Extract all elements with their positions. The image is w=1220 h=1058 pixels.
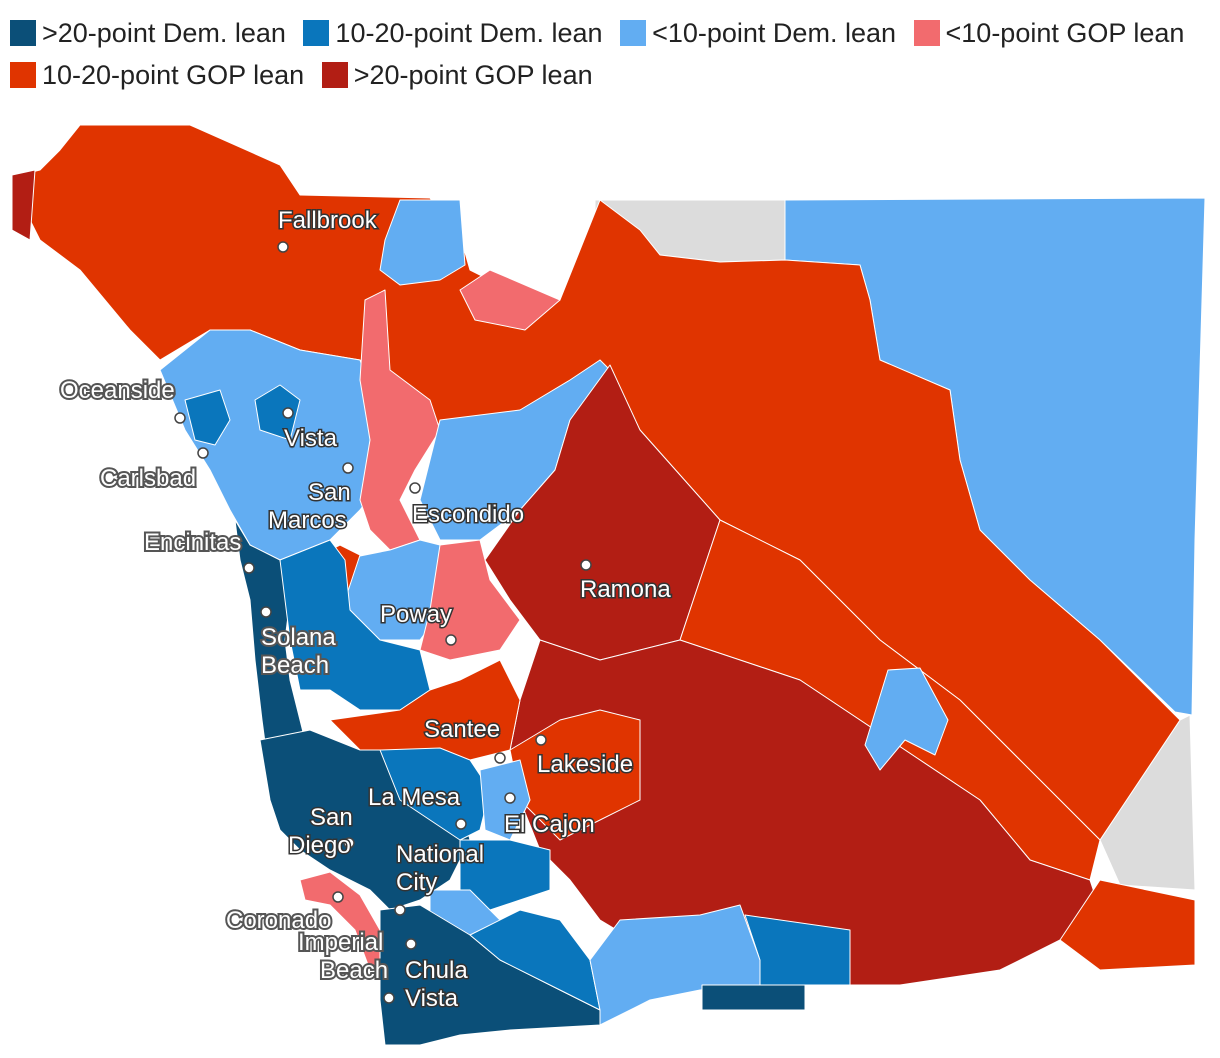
legend-item-dem-20plus: >20-point Dem. lean [10, 18, 286, 48]
city-fallbrook: Fallbrook [278, 207, 378, 234]
region-no-data-east [1099, 714, 1196, 891]
city-coronado: Coronado [226, 907, 331, 934]
region-north-dem-light [379, 199, 466, 286]
region-vista-core [254, 384, 301, 441]
city-chula-vista-1: Chula [405, 957, 468, 984]
region-north-gop-light [459, 269, 561, 331]
city-san-diego-2: Diego [288, 832, 351, 859]
legend-item-gop-20plus: >20-point GOP lean [321, 60, 593, 90]
region-oceanside-core [184, 389, 231, 446]
map-legend: >20-point Dem. lean 10-20-point Dem. lea… [10, 12, 1200, 96]
city-el-cajon: El Cajon [504, 811, 595, 838]
legend-item-gop-under10: <10-point GOP lean [913, 18, 1185, 48]
city-san-diego-1: San [310, 804, 353, 831]
city-national-city-2: City [396, 869, 437, 896]
city-national-city-1: National [396, 841, 484, 868]
legend-swatch [303, 20, 330, 46]
legend-label: 10-20-point GOP lean [42, 60, 305, 90]
coronado-dot [332, 891, 344, 903]
legend-swatch [10, 62, 36, 88]
region-la-mesa [379, 747, 491, 841]
city-la-mesa: La Mesa [368, 784, 461, 811]
legend-label: <10-point Dem. lean [652, 18, 896, 48]
lakeside-dot [535, 734, 547, 746]
el-cajon-dot [504, 792, 516, 804]
region-escondido-gop-light [359, 289, 441, 551]
city-imperial-beach-2: Beach [320, 957, 388, 984]
region-coronado [299, 871, 386, 971]
encinitas-dot [243, 562, 255, 574]
oceanside-dot [174, 412, 186, 424]
legend-label: >20-point Dem. lean [42, 18, 286, 48]
legend-swatch [913, 20, 940, 46]
legend-label: <10-point GOP lean [945, 18, 1185, 48]
city-vista: Vista [284, 425, 338, 452]
city-solana-beach-2: Beach [261, 652, 329, 679]
city-encinitas: Encinitas [144, 529, 241, 556]
legend-item-dem-under10: <10-point Dem. lean [620, 18, 896, 48]
la-mesa-dot [455, 818, 467, 830]
city-oceanside: Oceanside [60, 377, 175, 404]
region-east-dem-light [864, 667, 949, 771]
city-ramona: Ramona [580, 576, 671, 603]
fallbrook-dot [277, 241, 289, 253]
city-poway: Poway [380, 601, 452, 628]
ramona-dot [580, 559, 592, 571]
region-southeast-gop-dark [509, 639, 1101, 986]
region-nw-gop-dark [11, 169, 36, 241]
poway-dot [445, 634, 457, 646]
region-oceanside-vista [159, 329, 391, 561]
city-markers: Fallbrook Oceanside Vista Carlsbad San M… [58, 206, 673, 1014]
santee-dot [494, 752, 506, 764]
city-carlsbad: Carlsbad [100, 465, 196, 492]
vista-dot [282, 407, 294, 419]
region-poway [419, 539, 521, 661]
city-chula-vista-2: Vista [405, 985, 459, 1012]
escondido-dot [409, 482, 421, 494]
legend-label: 10-20-point Dem. lean [335, 18, 603, 48]
carlsbad-dot [197, 447, 209, 459]
city-san-marcos-1: San [308, 479, 351, 506]
city-santee: Santee [424, 716, 500, 743]
legend-label: >20-point GOP lean [353, 60, 593, 90]
city-solana-beach-1: Solana [261, 624, 336, 651]
chula-vista-dot [383, 992, 395, 1004]
san-marcos-dot [342, 462, 354, 474]
city-lakeside: Lakeside [537, 751, 633, 778]
city-escondido: Escondido [412, 501, 524, 528]
legend-item-dem-10-20: 10-20-point Dem. lean [303, 18, 603, 48]
city-san-marcos-2: Marcos [268, 507, 347, 534]
legend-swatch [321, 62, 348, 88]
region-se-corner-gop [1059, 879, 1196, 971]
region-south-border-dem-dark [701, 984, 806, 1011]
legend-swatch [620, 20, 647, 46]
solana-beach-dot [260, 606, 272, 618]
san-diego-dot [343, 837, 355, 849]
national-city-dot [394, 904, 406, 916]
county-map: Fallbrook Oceanside Vista Carlsbad San M… [11, 124, 1206, 1046]
city-imperial-beach-1: Imperial [298, 929, 383, 956]
legend-item-gop-10-20: 10-20-point GOP lean [10, 60, 304, 90]
imperial-beach-dot [405, 938, 417, 950]
legend-swatch [10, 20, 36, 46]
